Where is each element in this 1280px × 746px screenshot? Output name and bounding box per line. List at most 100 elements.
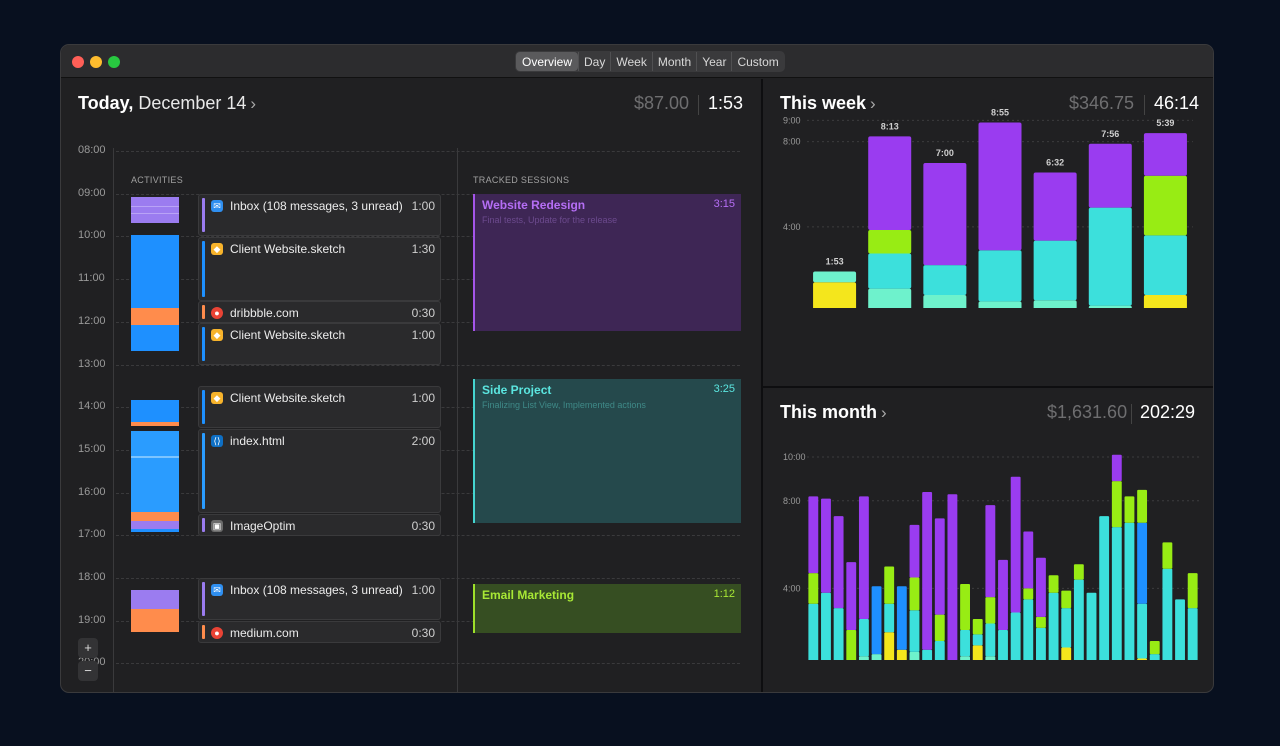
tab-year[interactable]: Year	[696, 52, 731, 71]
tab-week[interactable]: Week	[610, 52, 651, 71]
chrome-icon: ●	[211, 307, 223, 319]
bar-segment	[909, 524, 920, 578]
activity-card[interactable]: ● dribbble.com 0:30	[198, 301, 441, 323]
bar-segment	[884, 632, 895, 660]
today-title[interactable]: Today, December 14 ›	[78, 93, 256, 114]
activity-card[interactable]: ◆ Client Website.sketch 1:30	[198, 237, 441, 301]
activity-card[interactable]: ✉ Inbox (108 messages, 3 unread) 1:00	[198, 194, 441, 236]
bar-segment	[846, 630, 857, 660]
bar-segment	[1137, 603, 1148, 659]
bar-segment	[131, 400, 179, 422]
activity-stripe	[202, 327, 205, 361]
bar-segment	[1073, 564, 1084, 580]
activity-name: Inbox (108 messages, 3 unread)	[230, 583, 403, 597]
activity-duration: 1:00	[411, 199, 435, 213]
bar-segment	[813, 271, 857, 283]
activity-duration: 0:30	[411, 306, 435, 320]
hour-label: 08:00	[78, 144, 106, 156]
hour-label: 18:00	[78, 571, 106, 583]
session-block[interactable]: Email Marketing 1:12	[473, 584, 741, 633]
zoom-out-button[interactable]: −	[78, 661, 98, 681]
activity-card[interactable]: ▣ ImageOptim 0:30	[198, 514, 441, 536]
hour-gridline	[116, 364, 740, 366]
bar-segment	[858, 496, 869, 620]
zoom-window-button[interactable]	[108, 56, 120, 68]
hour-label: 14:00	[78, 400, 106, 413]
activity-name: Inbox (108 messages, 3 unread)	[230, 199, 403, 213]
month-title[interactable]: This month ›	[780, 402, 887, 423]
zoom-in-button[interactable]: +	[78, 638, 98, 658]
bar-total-label: 6:32	[1046, 158, 1064, 168]
bar-segment	[923, 294, 967, 308]
bar-segment	[808, 496, 819, 574]
hour-label: 17:00	[78, 528, 106, 541]
tab-day[interactable]: Day	[578, 52, 610, 71]
bar-total-label: 8:13	[881, 121, 899, 131]
bar-segment	[1149, 654, 1160, 660]
activity-stripe	[202, 518, 205, 532]
month-duration: 202:29	[1140, 402, 1196, 422]
activity-card[interactable]: ◆ Client Website.sketch 1:00	[198, 323, 441, 365]
bar-total-label: 8:55	[991, 108, 1009, 118]
bar-segment	[1175, 599, 1185, 660]
bar-segment	[1036, 616, 1046, 628]
month-panel: This month › $1,631.60 202:29 4:00 8:00 10:…	[763, 388, 1213, 692]
activity-card[interactable]: ● medium.com 0:30	[198, 621, 441, 643]
activity-card[interactable]: ✉ Inbox (108 messages, 3 unread) 1:00	[198, 578, 441, 620]
minimize-window-button[interactable]	[90, 56, 102, 68]
bar-segment	[978, 301, 1022, 308]
bar-segment	[923, 265, 967, 295]
activity-card[interactable]: ◆ Client Website.sketch 1:00	[198, 386, 441, 428]
tab-custom[interactable]: Custom	[731, 52, 783, 71]
bar-segment	[1061, 590, 1072, 609]
bar-segment	[1111, 527, 1122, 660]
tab-overview[interactable]: Overview	[516, 52, 579, 71]
activity-name: Client Website.sketch	[230, 328, 346, 342]
bar-segment	[131, 422, 179, 426]
bar-segment	[858, 656, 869, 660]
bar-segment	[1143, 175, 1187, 236]
bar-segment	[960, 630, 970, 657]
bar-segment	[985, 597, 996, 624]
column-divider	[113, 148, 114, 692]
week-title[interactable]: This week ›	[780, 93, 876, 114]
bar-segment	[871, 654, 882, 660]
today-duration: 1:53	[708, 93, 744, 113]
session-name: Website Redesign	[482, 198, 586, 212]
bar-segment	[978, 250, 1022, 302]
bar-segment	[868, 288, 912, 308]
bar-segment	[947, 494, 958, 660]
header-divider	[1144, 95, 1145, 115]
bar-segment	[972, 619, 983, 635]
bar-segment	[1048, 592, 1059, 660]
session-description: Final tests, Update for the release	[482, 215, 618, 225]
header-divider	[698, 95, 699, 115]
bar-segment	[1099, 516, 1110, 660]
bar-segment	[909, 577, 920, 611]
bar-segment	[1143, 133, 1187, 176]
hour-label: 13:00	[78, 357, 106, 370]
mail-icon: ✉	[211, 584, 223, 596]
y-tick-label: 4:00	[783, 583, 801, 593]
session-name: Side Project	[482, 383, 552, 397]
activity-name: dribbble.com	[230, 306, 299, 320]
session-block[interactable]: Side Project 3:25 Finalizing List View, …	[473, 379, 741, 523]
y-tick-label: 4:00	[783, 222, 801, 232]
activity-card[interactable]: ⟨⟩ index.html 2:00	[198, 429, 441, 513]
week-title-label: This week	[780, 93, 867, 113]
month-earnings: $1,631.60	[1047, 402, 1128, 422]
bar-segment	[922, 492, 933, 650]
bar-segment	[808, 603, 819, 660]
view-segmented-control: Overview Day Week Month Year Custom	[515, 51, 785, 72]
bar-segment	[884, 566, 895, 604]
bar-total-label: 1:53	[826, 257, 844, 267]
header-divider	[1131, 404, 1132, 424]
bar-segment	[1036, 627, 1046, 660]
hour-label: 12:00	[78, 314, 106, 327]
activity-stripe	[202, 582, 205, 616]
bar-segment	[1111, 454, 1122, 482]
tab-month[interactable]: Month	[651, 52, 696, 71]
session-block[interactable]: Website Redesign 3:15 Final tests, Updat…	[473, 194, 741, 331]
close-window-button[interactable]	[72, 56, 84, 68]
bar-segment	[1023, 531, 1034, 589]
